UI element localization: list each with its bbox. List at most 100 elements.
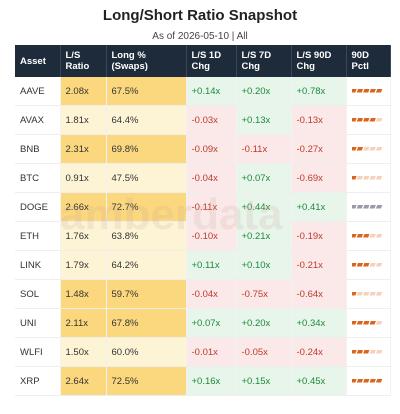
asset-cell: LINK	[15, 250, 61, 280]
pctl-segment	[369, 146, 376, 150]
table-body: AAVE 2.08x 67.5% +0.14x +0.20x +0.78x AVAX 1.81…	[15, 77, 391, 396]
value-cell: 2.64x	[60, 366, 107, 396]
pctl-segment	[356, 378, 363, 382]
pctl-segment	[369, 349, 376, 353]
value-cell: 72.7%	[106, 192, 187, 222]
pctl-segment	[356, 349, 363, 353]
pctl-segment	[375, 378, 382, 382]
pctl-segment	[369, 117, 376, 121]
pctl-segment	[369, 175, 376, 179]
pctl-segment	[375, 262, 382, 266]
value-cell: 2.66x	[60, 192, 107, 222]
pctl-segment	[356, 146, 363, 150]
pctl-segment	[369, 291, 376, 295]
value-cell: 64.2%	[106, 250, 187, 280]
column-header: 90D Pctl	[346, 45, 391, 77]
row: BNB 2.31x 69.8% -0.09x -0.11x -0.27x	[15, 134, 391, 164]
pctl-segment	[375, 117, 382, 121]
value-cell: +0.34x	[291, 308, 347, 338]
row: SOL 1.48x 59.7% -0.04x -0.75x -0.64x	[15, 279, 391, 309]
value-cell: +0.07x	[236, 163, 292, 193]
pctl-segment	[362, 320, 369, 324]
subtitle: As of 2026-05-10 | All	[152, 31, 248, 42]
pctl-meter	[349, 117, 382, 121]
pctl-segment	[375, 291, 382, 295]
pctl-cell	[346, 366, 391, 396]
pctl-segment	[349, 117, 357, 121]
pctl-cell	[346, 337, 391, 367]
value-cell: 2.11x	[60, 308, 107, 338]
value-cell: 47.5%	[106, 163, 187, 193]
value-cell: +0.10x	[236, 250, 292, 280]
row: UNI 2.11x 67.8% +0.07x +0.20x +0.34x	[15, 308, 391, 338]
value-cell: -0.01x	[186, 337, 237, 367]
row: AAVE 2.08x 67.5% +0.14x +0.20x +0.78x	[15, 77, 391, 106]
pctl-segment	[362, 204, 369, 208]
asset-cell: AAVE	[15, 77, 61, 106]
pctl-cell	[346, 77, 391, 106]
asset-cell: AVAX	[15, 105, 61, 135]
row: XRP 2.64x 72.5% +0.16x +0.15x +0.45x	[15, 366, 391, 396]
value-cell: -0.09x	[186, 134, 237, 164]
pctl-segment	[362, 175, 369, 179]
row: DOGE 2.66x 72.7% -0.11x +0.44x +0.41x	[15, 192, 391, 222]
value-cell: 60.0%	[106, 337, 187, 367]
pctl-meter	[349, 378, 382, 382]
pctl-segment	[375, 175, 382, 179]
pctl-segment	[375, 146, 382, 150]
value-cell: -0.10x	[186, 221, 237, 251]
pctl-segment	[369, 378, 376, 382]
asset-cell: BTC	[15, 163, 61, 193]
pctl-meter	[349, 233, 382, 237]
pctl-segment	[349, 175, 357, 179]
value-cell: 67.8%	[106, 308, 187, 338]
pctl-cell	[346, 250, 391, 280]
pctl-segment	[362, 262, 369, 266]
pctl-cell	[346, 163, 391, 193]
pctl-segment	[349, 320, 357, 324]
pctl-segment	[349, 233, 357, 237]
pctl-cell	[346, 308, 391, 338]
value-cell: -0.03x	[186, 105, 237, 135]
value-cell: 64.4%	[106, 105, 187, 135]
pctl-segment	[356, 88, 363, 92]
value-cell: 2.31x	[60, 134, 107, 164]
value-cell: 1.81x	[60, 105, 107, 135]
pctl-segment	[356, 291, 363, 295]
value-cell: 1.48x	[60, 279, 107, 309]
pctl-segment	[369, 204, 376, 208]
value-cell: 72.5%	[106, 366, 187, 396]
value-cell: +0.44x	[236, 192, 292, 222]
row: AVAX 1.81x 64.4% -0.03x +0.13x -0.13x	[15, 105, 391, 135]
value-cell: -0.69x	[291, 163, 347, 193]
pctl-meter	[349, 146, 382, 150]
pctl-segment	[375, 233, 382, 237]
pctl-segment	[356, 204, 363, 208]
pctl-meter	[349, 204, 382, 208]
pctl-cell	[346, 105, 391, 135]
pctl-segment	[362, 117, 369, 121]
pctl-meter	[349, 262, 382, 266]
value-cell: -0.75x	[236, 279, 292, 309]
pctl-segment	[375, 88, 382, 92]
row: LINK 1.79x 64.2% +0.11x +0.10x -0.21x	[15, 250, 391, 280]
column-header: L/S 90D Chg	[291, 45, 347, 77]
pctl-segment	[362, 378, 369, 382]
value-cell: -0.11x	[186, 192, 237, 222]
pctl-segment	[356, 320, 363, 324]
value-cell: -0.05x	[236, 337, 292, 367]
column-header: L/S 1D Chg	[186, 45, 237, 77]
value-cell: 63.8%	[106, 221, 187, 251]
pctl-cell	[346, 279, 391, 309]
value-cell: 2.08x	[60, 77, 107, 106]
pctl-meter	[349, 349, 382, 353]
value-cell: 0.91x	[60, 163, 107, 193]
pctl-segment	[349, 291, 357, 295]
row: ETH 1.76x 63.8% -0.10x +0.21x -0.19x	[15, 221, 391, 251]
pctl-segment	[349, 146, 357, 150]
pctl-cell	[346, 221, 391, 251]
asset-cell: XRP	[15, 366, 61, 396]
pctl-cell	[346, 134, 391, 164]
value-cell: +0.45x	[291, 366, 347, 396]
value-cell: -0.21x	[291, 250, 347, 280]
